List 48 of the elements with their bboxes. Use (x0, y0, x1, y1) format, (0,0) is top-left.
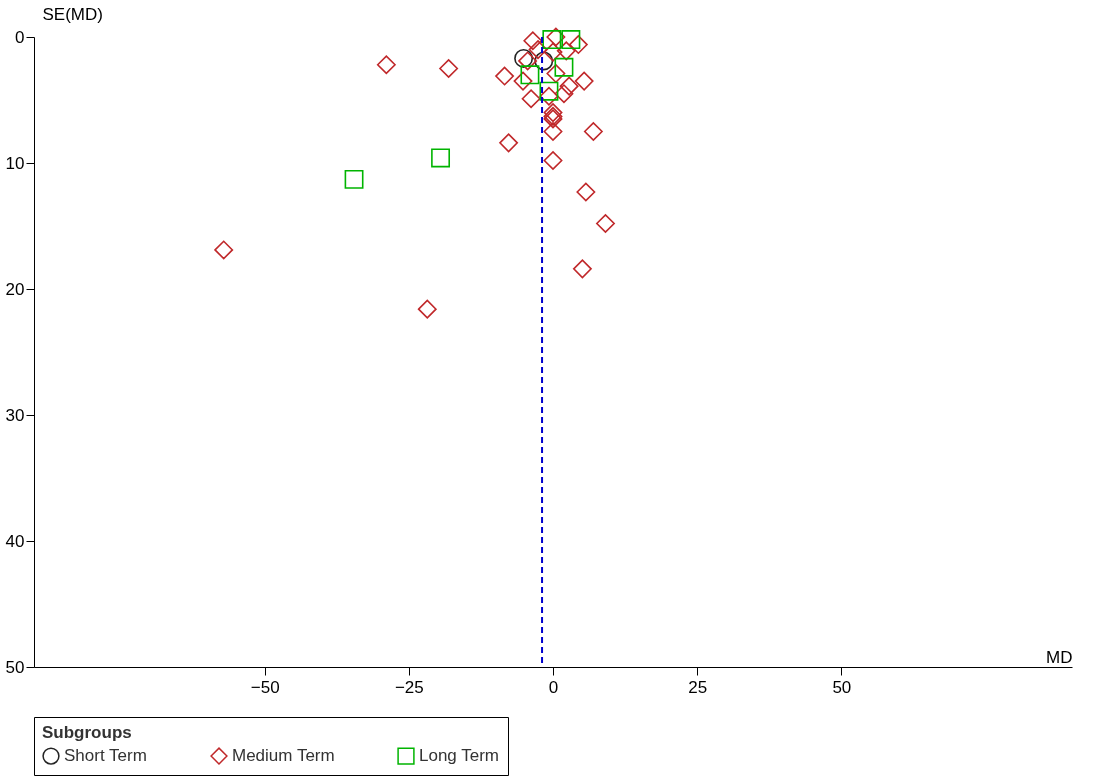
point (520, 65, 540, 85)
y-tick-label: 0 (15, 27, 25, 47)
point (554, 57, 574, 77)
x-tick-label: −50 (250, 677, 280, 697)
y-tick-label: 20 (5, 279, 25, 299)
point (574, 71, 594, 91)
point (431, 148, 451, 168)
point (556, 41, 576, 61)
point (376, 55, 396, 75)
point (439, 59, 459, 78)
x-tick-label: 25 (688, 677, 708, 697)
y-axis-title: SE(MD) (42, 4, 103, 24)
legend-label: Long Term (419, 746, 500, 766)
x-tick-label: −25 (394, 677, 424, 697)
point (539, 86, 559, 106)
point (344, 169, 364, 189)
point (539, 81, 559, 101)
point (576, 182, 596, 202)
point (543, 42, 563, 62)
y-tick-label: 50 (5, 657, 25, 677)
y-tick-label: 30 (5, 405, 25, 425)
point (528, 40, 548, 60)
legend-title: Subgroups (42, 723, 132, 742)
point (214, 240, 234, 260)
point (568, 35, 588, 55)
point (572, 259, 592, 279)
x-tick-label: 0 (548, 677, 559, 697)
point (495, 66, 515, 86)
point (583, 122, 603, 141)
point (561, 30, 581, 49)
point (554, 84, 574, 104)
point (534, 51, 554, 71)
point (559, 76, 579, 96)
point (521, 89, 541, 109)
point (546, 64, 566, 83)
point (417, 299, 437, 319)
x-axis-title: MD (1046, 647, 1073, 667)
point (543, 151, 563, 170)
point (543, 122, 563, 141)
x-tick-label: 50 (832, 677, 852, 697)
y-tick-label: 40 (5, 531, 25, 551)
y-tick-label: 10 (5, 153, 25, 173)
point (499, 133, 519, 153)
point (523, 31, 543, 51)
legend-label: Medium Term (232, 746, 335, 766)
point (596, 214, 615, 233)
point (513, 71, 533, 91)
legend-label: Short Term (64, 746, 147, 766)
